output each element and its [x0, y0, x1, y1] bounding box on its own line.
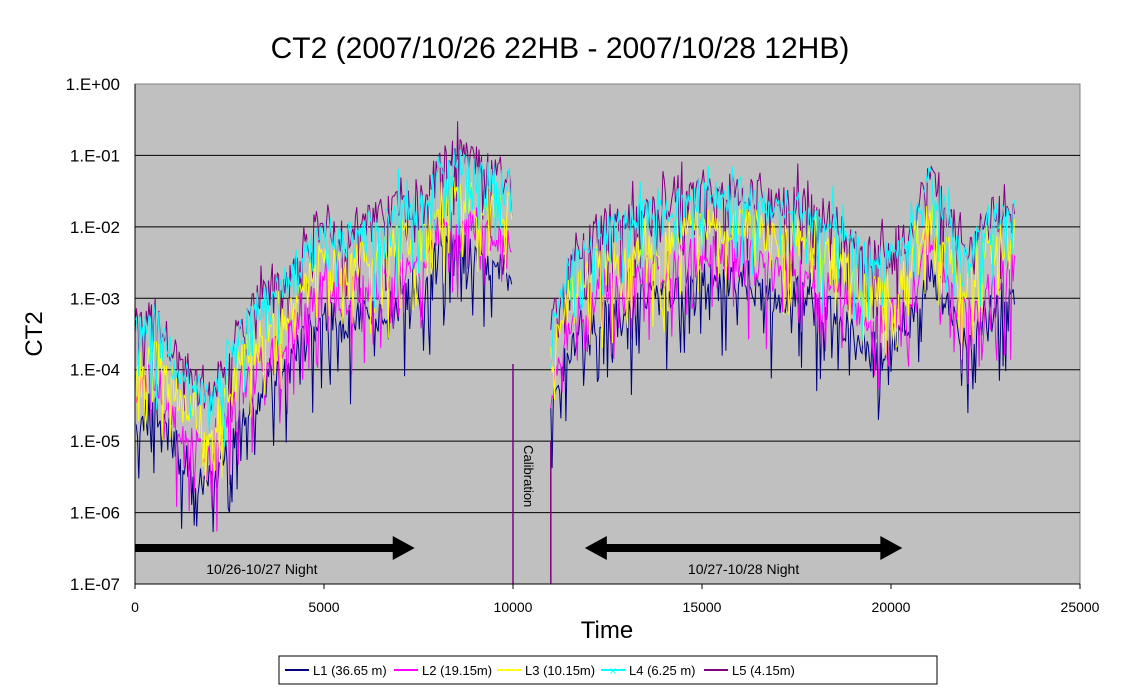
y-axis-label: CT2 — [21, 311, 48, 356]
x-tick-label: 5000 — [308, 599, 339, 615]
night2-label: 10/27-10/28 Night — [688, 561, 799, 577]
y-tick-label: 1.E-03 — [70, 289, 120, 308]
series-line-l4 — [134, 146, 513, 448]
legend-label-3: L3 (10.15m) — [525, 663, 595, 678]
x-tick-label: 10000 — [494, 599, 533, 615]
series-line-l3 — [134, 176, 513, 489]
night2-arrow-head-left — [584, 536, 607, 560]
series-line-l2 — [134, 206, 512, 532]
y-tick-label: 1.E-02 — [70, 218, 120, 237]
series-line-l5 — [550, 161, 1015, 340]
x-axis-label: Time — [581, 617, 633, 644]
x-tick-label: 25000 — [1061, 599, 1100, 615]
legend-label-2: L2 (19.15m) — [422, 663, 492, 678]
y-tick-label: 1.E+00 — [66, 75, 120, 94]
series-layer — [134, 121, 1015, 533]
night1-arrow-shaft — [135, 544, 395, 552]
chart-title: CT2 (2007/10/26 22HB - 2007/10/28 12HB) — [271, 32, 850, 65]
series-line-l3 — [550, 204, 1015, 401]
y-tick-label: 1.E-01 — [70, 146, 120, 165]
night2-arrow-shaft — [604, 544, 883, 552]
y-tick-label: 1.E-07 — [70, 575, 120, 594]
legend-label-4: L4 (6.25 m) — [629, 663, 695, 678]
night1-arrow-head — [392, 536, 415, 560]
x-tick-label: 15000 — [683, 599, 722, 615]
series-line-l4 — [550, 166, 1015, 368]
x-tick-label: 20000 — [872, 599, 911, 615]
calibration-label: Calibration — [521, 445, 536, 507]
y-tick-label: 1.E-05 — [70, 432, 120, 451]
y-tick-label: 1.E-04 — [70, 361, 120, 380]
legend-label-5: L5 (4.15m) — [732, 663, 795, 678]
night1-label: 10/26-10/27 Night — [206, 561, 317, 577]
y-tick-label: 1.E-06 — [70, 504, 120, 523]
legend-marker-x-icon: × — [609, 666, 617, 677]
night2-arrow-head-right — [880, 536, 903, 560]
legend-label-1: L1 (36.65 m) — [313, 663, 387, 678]
x-tick-label: 0 — [131, 599, 139, 615]
